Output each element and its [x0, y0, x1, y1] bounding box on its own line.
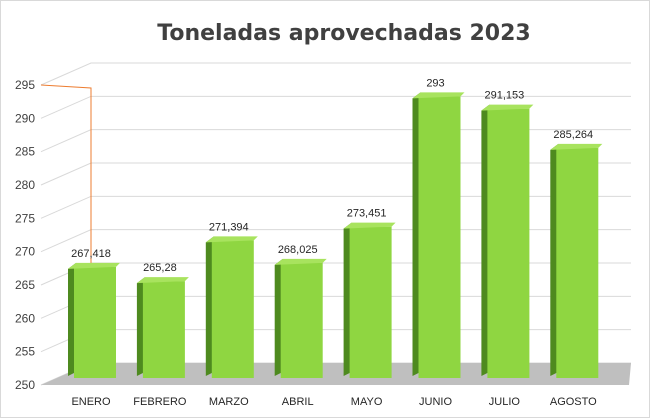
y-tick-label: 265	[15, 278, 35, 292]
y-tick-label: 295	[15, 78, 35, 92]
y-tick-label: 280	[15, 178, 35, 192]
data-label: 265,28	[143, 262, 177, 274]
grid-line	[40, 162, 631, 186]
data-label: 268,025	[278, 244, 318, 256]
bar	[481, 104, 534, 378]
x-tick-label: ABRIL	[282, 396, 314, 408]
data-label: 273,451	[347, 208, 387, 220]
data-label: 291,153	[485, 90, 525, 102]
bar	[68, 262, 120, 378]
bar	[136, 277, 189, 378]
data-label: 267,418	[71, 248, 111, 260]
grid-line	[40, 95, 631, 119]
grid-line	[40, 229, 631, 253]
chart-title: Toneladas aprovechadas 2023	[157, 21, 530, 46]
x-tick-label: AGOSTO	[550, 396, 597, 408]
bar	[550, 143, 603, 378]
y-axis: 250 255 260 265 270 275 280 285 290 295	[15, 78, 92, 392]
y-tick-label: 270	[15, 245, 35, 259]
floor-plane	[41, 363, 631, 385]
grid-lines	[40, 62, 631, 386]
y-tick-label: 260	[15, 311, 35, 325]
bars	[68, 92, 603, 378]
x-tick-label: ENERO	[71, 396, 111, 408]
grid-line	[40, 295, 631, 319]
x-tick-label: JUNIO	[419, 396, 452, 408]
y-tick-label: 285	[15, 145, 35, 159]
x-tick-label: JULIO	[489, 396, 521, 408]
data-label: 271,394	[209, 221, 249, 233]
data-labels: 267,418 265,28 271,394 268,025 273,451 293 291…	[71, 77, 593, 274]
y-tick-label: 250	[15, 378, 35, 392]
bar	[343, 222, 396, 378]
grid-line	[40, 62, 631, 86]
data-label: 293	[426, 77, 444, 89]
x-axis-labels: ENERO FEBRERO MARZO ABRIL MAYO JUNIO JULIO AGOS…	[71, 396, 597, 408]
grid-line	[40, 195, 631, 219]
bar	[205, 236, 258, 378]
y-tick-label: 255	[15, 345, 35, 359]
bar	[412, 92, 465, 378]
grid-line	[40, 262, 631, 286]
x-tick-label: FEBRERO	[133, 396, 187, 408]
bar	[274, 258, 327, 378]
y-tick-label: 290	[15, 111, 35, 125]
chart-floor	[41, 363, 631, 385]
x-tick-label: MARZO	[209, 396, 249, 408]
grid-line	[40, 129, 631, 153]
data-label: 285,264	[553, 129, 593, 141]
x-tick-label: MAYO	[351, 396, 383, 408]
grid-line	[40, 329, 631, 353]
y-tick-label: 275	[15, 211, 35, 225]
